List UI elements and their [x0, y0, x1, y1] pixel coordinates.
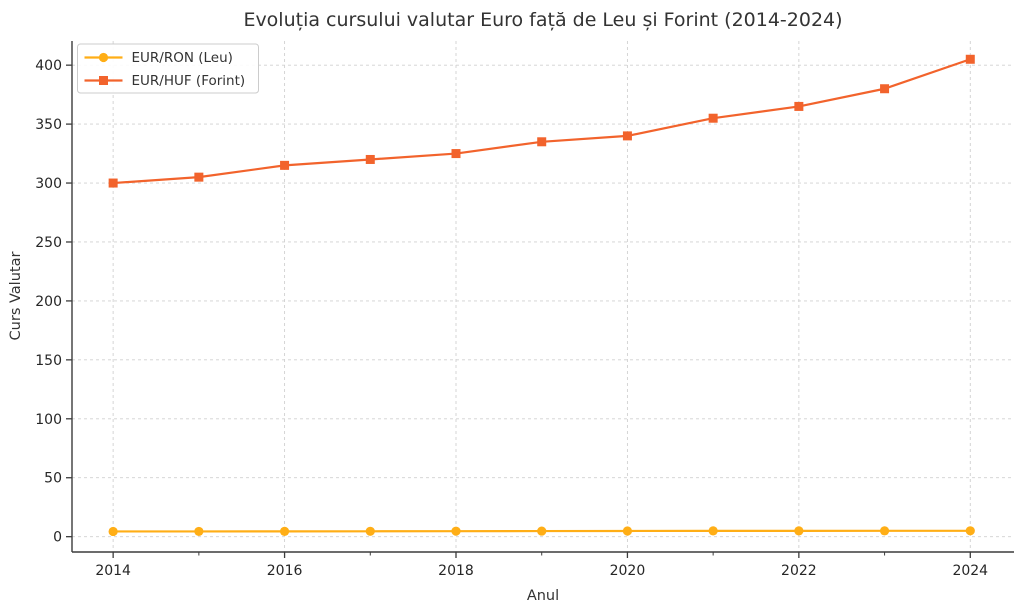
data-point — [879, 526, 890, 536]
data-point — [365, 154, 375, 164]
x-axis-label: Anul — [527, 588, 559, 604]
y-axis-label: Curs Valutar — [8, 252, 24, 341]
data-point — [279, 526, 290, 536]
series-eur-huf-forint- — [108, 54, 975, 188]
data-point — [965, 526, 975, 536]
legend-item: EUR/HUF (Forint) — [84, 73, 246, 89]
data-point — [622, 131, 632, 141]
x-tick-label: 2024 — [952, 563, 988, 579]
y-tick-label: 100 — [35, 412, 62, 428]
legend-box — [77, 43, 259, 94]
data-point — [965, 54, 975, 64]
x-tick-label: 2022 — [781, 563, 817, 579]
data-point — [365, 526, 375, 536]
data-point — [194, 172, 204, 182]
data-point — [537, 526, 547, 536]
x-tick-label: 2014 — [95, 563, 131, 579]
data-point — [794, 101, 804, 111]
x-tick-label: 2018 — [438, 563, 474, 579]
legend: EUR/RON (Leu) EUR/HUF (Forint) — [77, 43, 259, 94]
data-point — [708, 113, 718, 123]
series-eur-ron-leu- — [108, 526, 975, 537]
y-tick-label: 350 — [35, 117, 62, 133]
y-tick-label: 200 — [35, 294, 62, 310]
chart-title: Evoluția cursului valutar Euro față de L… — [243, 9, 842, 31]
y-tick-label: 400 — [35, 58, 62, 74]
legend-marker-circle — [98, 52, 109, 63]
data-point — [622, 526, 633, 536]
y-tick-label: 250 — [35, 235, 62, 251]
data-point — [451, 526, 461, 536]
data-point — [794, 526, 804, 536]
data-point — [880, 84, 890, 94]
legend-marker-square — [99, 76, 108, 85]
tick-labels: 0 50 100 150 200 250 300 350 400 2014 2016 2018 2020… — [35, 58, 988, 579]
data-point — [451, 149, 461, 159]
data-point — [708, 526, 718, 536]
data-point — [280, 160, 290, 170]
gridlines — [72, 41, 1014, 552]
data-point — [194, 526, 204, 537]
legend-label: EUR/HUF (Forint) — [132, 73, 246, 89]
axes — [66, 41, 1014, 558]
x-tick-label: 2020 — [610, 563, 646, 579]
data-point — [537, 137, 547, 147]
data-point — [108, 526, 118, 537]
y-tick-label: 0 — [53, 530, 62, 546]
x-tick-label: 2016 — [267, 563, 303, 579]
y-tick-label: 50 — [44, 471, 62, 487]
data-series — [108, 54, 975, 537]
legend-label: EUR/RON (Leu) — [132, 50, 233, 66]
y-tick-label: 150 — [35, 353, 62, 369]
y-tick-label: 300 — [35, 176, 62, 192]
legend-item: EUR/RON (Leu) — [84, 50, 233, 66]
data-point — [108, 178, 118, 188]
